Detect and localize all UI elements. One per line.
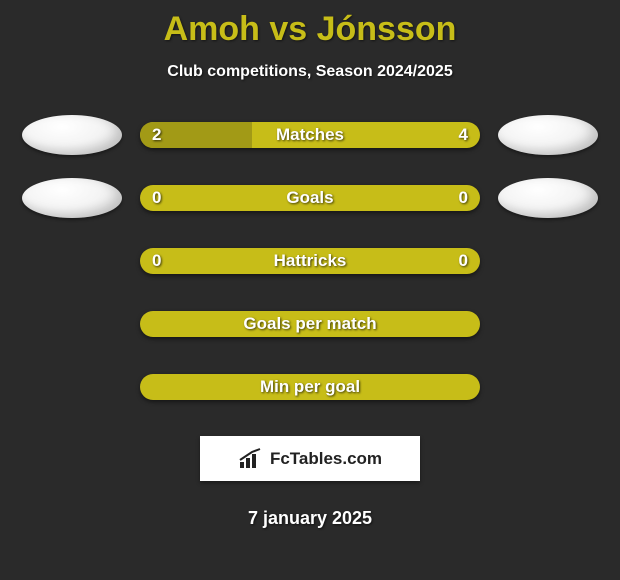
stat-label: Goals (286, 188, 333, 208)
ball-icon (498, 115, 598, 155)
stat-left-value: 2 (152, 125, 161, 145)
ball-icon (22, 115, 122, 155)
brand-text: FcTables.com (270, 449, 382, 469)
stat-row: 2 Matches 4 (0, 115, 620, 155)
ball-icon (498, 178, 598, 218)
stat-label: Matches (276, 125, 344, 145)
stat-row: Goals per match (0, 304, 620, 344)
stat-row: 0 Goals 0 (0, 178, 620, 218)
stat-bar: Min per goal (140, 374, 480, 400)
stat-bar: 2 Matches 4 (140, 122, 480, 148)
stat-right-value: 0 (459, 251, 468, 271)
comparison-chart: 2 Matches 4 0 Goals 0 0 Hattricks 0 (0, 115, 620, 529)
subtitle: Club competitions, Season 2024/2025 (0, 63, 620, 81)
date-line: 7 january 2025 (248, 508, 372, 529)
brand-box: FcTables.com (200, 436, 420, 481)
stat-left-value: 0 (152, 251, 161, 271)
stat-bar: 0 Goals 0 (140, 185, 480, 211)
stat-label: Min per goal (260, 377, 360, 397)
stat-label: Goals per match (243, 314, 376, 334)
page-title: Amoh vs Jónsson (0, 0, 620, 49)
stat-label: Hattricks (274, 251, 347, 271)
stat-row: 0 Hattricks 0 (0, 241, 620, 281)
stat-left-value: 0 (152, 188, 161, 208)
stat-row: Min per goal (0, 367, 620, 407)
chart-icon (238, 448, 264, 470)
stat-bar: Goals per match (140, 311, 480, 337)
stat-right-value: 4 (459, 125, 468, 145)
stat-bar: 0 Hattricks 0 (140, 248, 480, 274)
ball-icon (22, 178, 122, 218)
stat-right-value: 0 (459, 188, 468, 208)
